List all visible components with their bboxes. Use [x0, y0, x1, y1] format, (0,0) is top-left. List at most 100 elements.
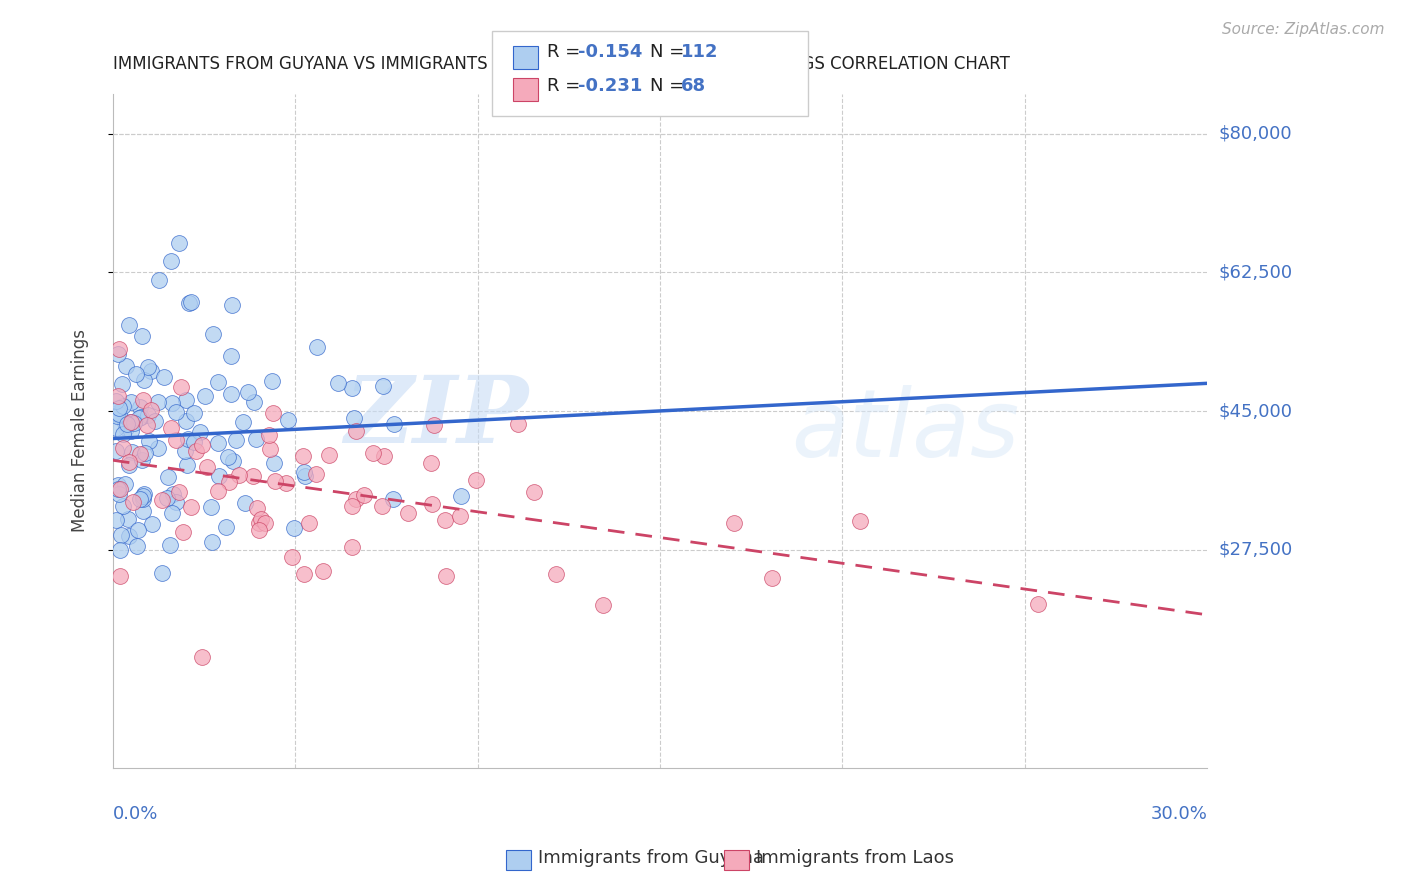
Point [292, 465, 315, 479]
Point [264, 474, 287, 488]
Point [105, 394, 128, 409]
Point [165, 405, 187, 419]
Point [217, 450, 239, 464]
Point [235, 496, 257, 510]
Point [176, 458, 198, 472]
Point [114, 476, 136, 491]
Point [183, 406, 205, 420]
Point [219, 386, 242, 401]
Point [283, 521, 305, 535]
Text: $45,000: $45,000 [1219, 402, 1292, 420]
Point [153, 370, 176, 384]
Point [201, 535, 224, 549]
Point [118, 458, 141, 473]
Point [342, 540, 364, 554]
Point [544, 566, 567, 581]
Point [184, 443, 207, 458]
Point [263, 456, 285, 470]
Point [129, 447, 152, 461]
Point [340, 500, 363, 514]
Point [107, 346, 129, 360]
Point [108, 482, 131, 496]
Point [353, 488, 375, 502]
Point [139, 364, 162, 378]
Point [423, 417, 446, 432]
Point [148, 441, 170, 455]
Point [112, 441, 135, 455]
Point [134, 487, 156, 501]
Point [183, 435, 205, 450]
Point [191, 650, 214, 665]
Point [132, 489, 155, 503]
Point [141, 517, 163, 532]
Point [160, 506, 183, 520]
Text: ZIP: ZIP [344, 373, 529, 462]
Point [160, 396, 183, 410]
Point [138, 360, 160, 375]
Point [253, 516, 276, 531]
Point [143, 414, 166, 428]
Text: 30.0%: 30.0% [1150, 805, 1208, 822]
Point [434, 568, 457, 582]
Text: Immigrants from Guyana: Immigrants from Guyana [538, 849, 765, 867]
Point [117, 511, 139, 525]
Point [361, 445, 384, 459]
Point [523, 485, 546, 500]
Point [305, 467, 328, 481]
Text: R =: R = [547, 77, 586, 95]
Point [110, 568, 132, 582]
Point [249, 516, 271, 531]
Point [148, 273, 170, 287]
Point [207, 468, 229, 483]
Point [105, 421, 128, 435]
Point [340, 381, 363, 395]
Point [420, 497, 443, 511]
Text: Immigrants from Laos: Immigrants from Laos [756, 849, 955, 867]
Point [132, 504, 155, 518]
Point [277, 413, 299, 427]
Point [344, 424, 367, 438]
Point [111, 399, 134, 413]
Point [292, 566, 315, 581]
Point [218, 475, 240, 489]
Point [373, 379, 395, 393]
Point [225, 434, 247, 448]
Point [105, 407, 128, 421]
Point [146, 394, 169, 409]
Point [177, 295, 200, 310]
Point [118, 318, 141, 332]
Text: 112: 112 [681, 43, 718, 61]
Point [121, 445, 143, 459]
Point [107, 482, 129, 496]
Point [120, 424, 142, 438]
Point [761, 571, 783, 585]
Point [108, 407, 131, 421]
Point [128, 410, 150, 425]
Point [434, 513, 457, 527]
Point [156, 491, 179, 505]
Point [291, 449, 314, 463]
Point [312, 565, 335, 579]
Point [343, 411, 366, 425]
Point [107, 389, 129, 403]
Text: $80,000: $80,000 [1219, 125, 1292, 143]
Point [132, 492, 155, 507]
Point [121, 495, 143, 509]
Point [138, 434, 160, 449]
Point [115, 417, 138, 432]
Point [112, 427, 135, 442]
Point [723, 516, 745, 530]
Point [125, 368, 148, 382]
Point [191, 437, 214, 451]
Point [382, 417, 405, 432]
Point [108, 486, 131, 500]
Point [294, 469, 316, 483]
Point [159, 421, 181, 435]
Point [207, 484, 229, 499]
Point [139, 403, 162, 417]
Point [167, 484, 190, 499]
Point [370, 499, 392, 513]
Point [131, 453, 153, 467]
Point [150, 492, 173, 507]
Point [132, 392, 155, 407]
